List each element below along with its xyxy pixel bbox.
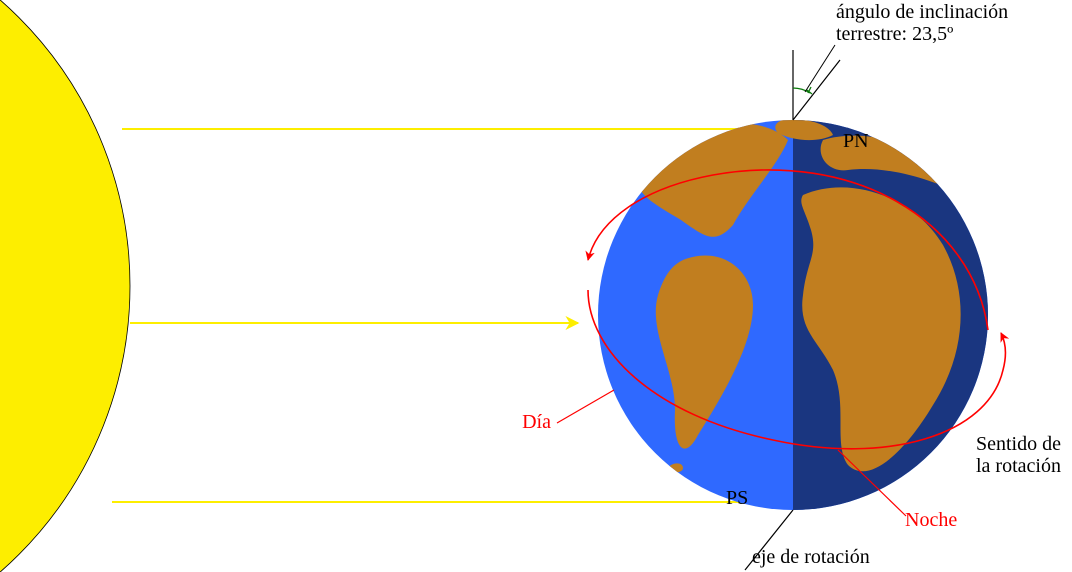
label-pn: PN	[843, 130, 869, 152]
label-noche: Noche	[905, 509, 957, 531]
rotation-axis-top	[793, 60, 840, 120]
sun	[0, 0, 130, 572]
label-dia: Día	[522, 411, 551, 433]
label-ps: PS	[726, 487, 748, 509]
earth	[598, 119, 988, 510]
earth-rotation-diagram: ángulo de inclinación terrestre: 23,5º P…	[0, 0, 1072, 572]
label-eje: eje de rotación	[752, 546, 870, 568]
label-rotation-line1: Sentido de	[976, 433, 1061, 455]
callout-line-dia	[557, 390, 614, 423]
label-tilt-line2: terrestre: 23,5º	[836, 23, 953, 45]
label-tilt-line1: ángulo de inclinación	[836, 1, 1008, 23]
label-rotation-line2: la rotación	[976, 455, 1061, 477]
